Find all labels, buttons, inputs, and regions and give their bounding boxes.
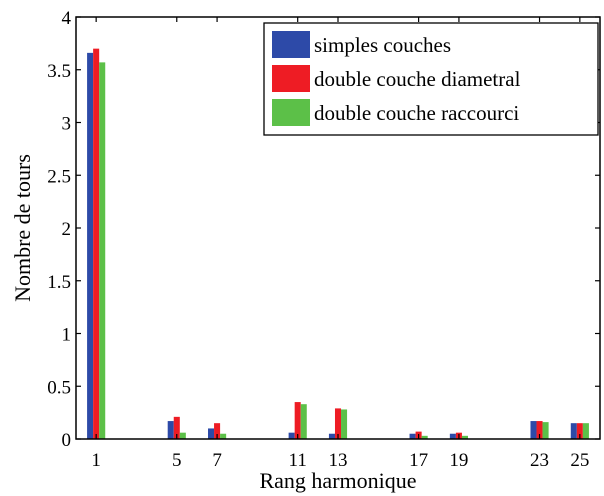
bar-double-couche-diametral-h23: [536, 421, 543, 439]
bar-double-couche-raccourci-h1: [99, 62, 106, 440]
legend-label-double-couche-diametral: double couche diametral: [314, 67, 521, 91]
bar-simples-couches-h17: [409, 433, 416, 439]
x-tick-label: 1: [91, 450, 101, 471]
bar-double-couche-diametral-h11: [294, 402, 301, 439]
bar-simples-couches-h7: [208, 428, 215, 439]
bar-simples-couches-h13: [328, 433, 335, 439]
bar-double-couche-raccourci-h19: [461, 435, 468, 439]
bar-simples-couches-h11: [288, 432, 295, 439]
bar-double-couche-raccourci-h25: [582, 423, 589, 439]
x-axis-label: Rang harmonique: [259, 468, 416, 493]
bar-double-couche-raccourci-h7: [220, 433, 227, 439]
bar-double-couche-diametral-h7: [214, 423, 221, 439]
y-tick-label: 4: [62, 8, 72, 29]
x-tick-label: 5: [172, 450, 182, 471]
legend-label-simples-couches: simples couches: [314, 33, 451, 57]
bar-double-couche-raccourci-h5: [179, 432, 186, 439]
x-tick-label: 23: [530, 450, 549, 471]
x-tick-label: 19: [449, 450, 468, 471]
y-axis-label: Nombre de tours: [10, 154, 35, 302]
y-tick-label: 2.5: [47, 166, 71, 187]
y-tick-label: 1: [62, 325, 72, 346]
y-tick-label: 3: [62, 114, 72, 135]
bar-double-couche-diametral-h5: [173, 416, 180, 439]
bar-simples-couches-h23: [530, 421, 537, 439]
x-tick-label: 11: [289, 450, 307, 471]
legend-label-double-couche-raccourci: double couche raccourci: [314, 101, 519, 125]
y-tick-label: 1.5: [47, 272, 71, 293]
legend-swatch-simples-couches: [272, 31, 310, 58]
x-tick-label: 7: [212, 450, 222, 471]
legend: simples couches double couche diametral …: [263, 22, 599, 136]
y-axis: 0 0.5 1 1.5 2 2.5 3 3.5 4: [47, 8, 600, 451]
bar-simples-couches-h1: [87, 52, 94, 440]
bar-simples-couches-h25: [570, 423, 577, 439]
x-tick-label: 17: [409, 450, 428, 471]
x-tick-label: 13: [329, 450, 348, 471]
x-axis: 1 5 7 11 13 17 19 23 25: [91, 17, 589, 471]
bar-double-couche-diametral-h1: [93, 48, 100, 440]
bar-double-couche-raccourci-h13: [341, 409, 348, 439]
bar-double-couche-raccourci-h23: [542, 422, 549, 439]
x-tick-label: 25: [570, 450, 589, 471]
y-tick-label: 0.5: [47, 377, 71, 398]
legend-swatch-double-couche-raccourci: [272, 99, 310, 126]
bar-simples-couches-h19: [449, 433, 456, 439]
bar-double-couche-diametral-h13: [334, 408, 342, 439]
bar-double-couche-raccourci-h17: [421, 435, 428, 439]
legend-box: [263, 22, 599, 136]
bar-simples-couches-h5: [167, 421, 174, 439]
bar-double-couche-raccourci-h11: [300, 404, 307, 439]
y-tick-label: 0: [62, 430, 72, 451]
bar-double-couche-diametral-h25: [576, 423, 583, 439]
y-tick-label: 3.5: [47, 61, 71, 82]
legend-swatch-double-couche-diametral: [272, 65, 310, 92]
y-tick-label: 2: [62, 219, 72, 240]
